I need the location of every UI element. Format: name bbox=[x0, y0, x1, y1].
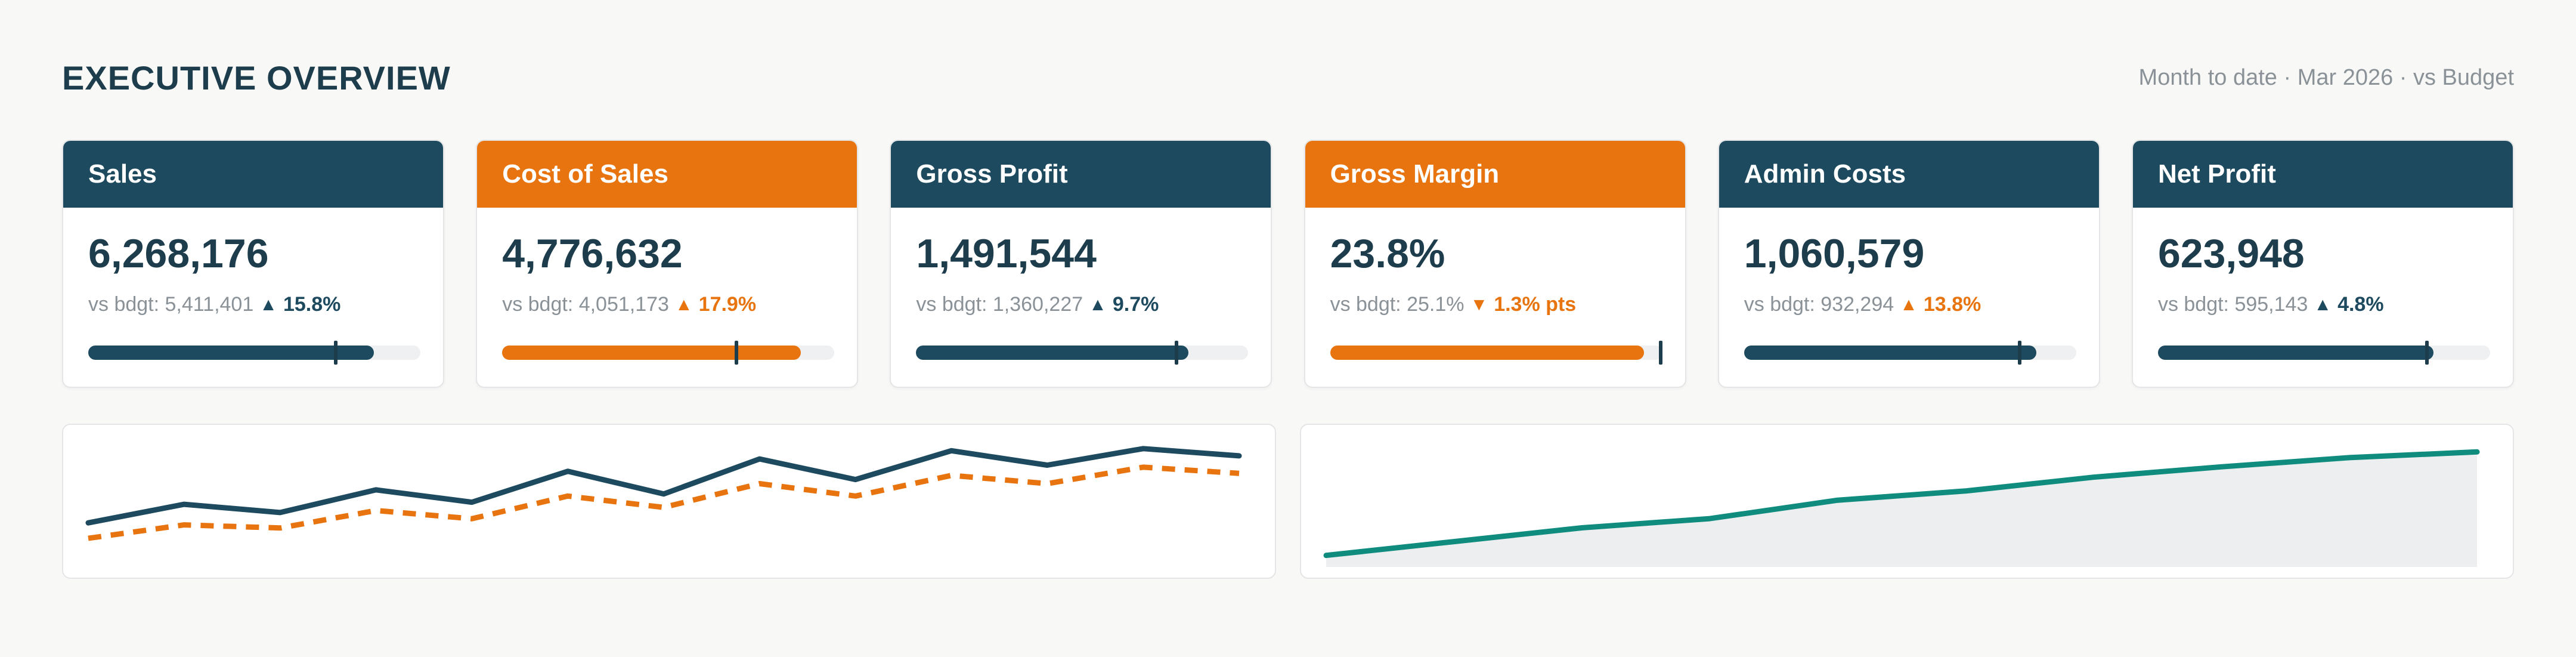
variance-badge: ▲ 4.8% bbox=[2314, 293, 2383, 316]
variance-value: 17.9% bbox=[698, 293, 757, 316]
kpi-card-sales[interactable]: Sales 6,268,176 vs bdgt: 5,411,401 ▲ 15.… bbox=[62, 140, 444, 388]
triangle-up-icon: ▲ bbox=[2314, 294, 2332, 314]
kpi-value: 1,060,579 bbox=[1744, 231, 1925, 276]
progress-track bbox=[88, 341, 420, 365]
budget-text: vs bdgt: 4,051,173 bbox=[502, 293, 669, 316]
budget-text: vs bdgt: 25.1% bbox=[1330, 293, 1465, 316]
kpi-card-net-profit[interactable]: Net Profit 623,948 vs bdgt: 595,143 ▲ 4.… bbox=[2131, 140, 2514, 388]
progress-track bbox=[2157, 341, 2490, 365]
cumulative-chart-panel bbox=[1300, 424, 2514, 579]
budget-text: vs bdgt: 932,294 bbox=[1744, 293, 1894, 316]
variance-value: 1.3% pts bbox=[1494, 293, 1577, 316]
page-title: EXECUTIVE OVERVIEW bbox=[62, 58, 451, 97]
kpi-card-gross-profit[interactable]: Gross Profit 1,491,544 vs bdgt: 1,360,22… bbox=[890, 140, 1272, 388]
kpi-card-title: Net Profit bbox=[2132, 141, 2513, 208]
kpi-value: 23.8% bbox=[1330, 231, 1445, 276]
triangle-down-icon: ▼ bbox=[1470, 294, 1488, 314]
progress-fill bbox=[1744, 346, 2036, 360]
kpi-budget-compare: vs bdgt: 5,411,401 ▲ 15.8% bbox=[88, 293, 340, 316]
progress-track bbox=[1744, 341, 2076, 365]
kpi-card-title: Sales bbox=[63, 141, 443, 208]
kpi-card-title: Gross Profit bbox=[891, 141, 1271, 208]
progress-track bbox=[502, 341, 835, 365]
kpi-card-title: Admin Costs bbox=[1719, 141, 2099, 208]
progress-track bbox=[916, 341, 1249, 365]
kpi-cards: Sales 6,268,176 vs bdgt: 5,411,401 ▲ 15.… bbox=[62, 140, 2514, 389]
cumulative-area-chart bbox=[1323, 449, 2480, 567]
budget-marker bbox=[2017, 341, 2021, 365]
triangle-up-icon: ▲ bbox=[674, 294, 693, 314]
triangle-up-icon: ▲ bbox=[1900, 294, 1918, 314]
kpi-budget-compare: vs bdgt: 595,143 ▲ 4.8% bbox=[2158, 293, 2384, 316]
kpi-card-admin-costs[interactable]: Admin Costs 1,060,579 vs bdgt: 932,294 ▲… bbox=[1717, 140, 2100, 388]
kpi-value: 1,491,544 bbox=[916, 231, 1097, 276]
kpi-value: 6,268,176 bbox=[88, 231, 269, 276]
triangle-up-icon: ▲ bbox=[1089, 294, 1107, 314]
area-fill bbox=[1326, 452, 2477, 567]
progress-fill bbox=[2157, 346, 2433, 360]
period-subtitle: Month to date · Mar 2026 · vs Budget bbox=[2138, 64, 2514, 90]
variance-badge: ▲ 17.9% bbox=[675, 293, 756, 316]
kpi-budget-compare: vs bdgt: 4,051,173 ▲ 17.9% bbox=[502, 293, 756, 316]
kpi-value: 623,948 bbox=[2157, 231, 2305, 276]
kpi-budget-compare: vs bdgt: 1,360,227 ▲ 9.7% bbox=[916, 293, 1159, 316]
progress-fill bbox=[916, 346, 1189, 360]
budget-marker bbox=[2425, 341, 2429, 365]
budget-marker bbox=[334, 341, 338, 365]
triangle-up-icon: ▲ bbox=[259, 294, 277, 314]
series-line-1 bbox=[1323, 449, 2480, 559]
series-line-2 bbox=[88, 464, 1240, 541]
variance-value: 4.8% bbox=[2337, 293, 2384, 316]
kpi-budget-compare: vs bdgt: 25.1% ▼ 1.3% pts bbox=[1330, 293, 1577, 316]
variance-badge: ▲ 13.8% bbox=[1900, 293, 1981, 316]
kpi-card-title: Cost of Sales bbox=[477, 141, 857, 208]
kpi-card-cost-of-sales[interactable]: Cost of Sales 4,776,632 vs bdgt: 4,051,1… bbox=[476, 140, 859, 388]
progress-fill bbox=[502, 346, 801, 360]
trend-chart-panel bbox=[62, 424, 1276, 579]
progress-track bbox=[1330, 341, 1662, 365]
variance-badge: ▲ 9.7% bbox=[1089, 293, 1159, 316]
budget-text: vs bdgt: 1,360,227 bbox=[916, 293, 1083, 316]
progress-fill bbox=[88, 346, 374, 360]
progress-fill bbox=[1330, 346, 1644, 360]
kpi-budget-compare: vs bdgt: 932,294 ▲ 13.8% bbox=[1744, 293, 1981, 316]
budget-marker bbox=[735, 341, 739, 365]
budget-marker bbox=[1658, 341, 1662, 365]
variance-value: 9.7% bbox=[1112, 293, 1159, 316]
budget-text: vs bdgt: 595,143 bbox=[2157, 293, 2308, 316]
budget-text: vs bdgt: 5,411,401 bbox=[88, 293, 254, 316]
kpi-card-gross-margin[interactable]: Gross Margin 23.8% vs bdgt: 25.1% ▼ 1.3%… bbox=[1304, 140, 1686, 388]
series-line-1 bbox=[85, 446, 1242, 526]
kpi-card-title: Gross Margin bbox=[1305, 141, 1685, 208]
variance-badge: ▼ 1.3% pts bbox=[1470, 293, 1576, 316]
variance-value: 13.8% bbox=[1923, 293, 1981, 316]
kpi-value: 4,776,632 bbox=[502, 231, 683, 276]
dashboard-header: EXECUTIVE OVERVIEW Month to date · Mar 2… bbox=[62, 54, 2514, 101]
variance-value: 15.8% bbox=[283, 293, 341, 316]
variance-badge: ▲ 15.8% bbox=[259, 293, 340, 316]
budget-marker bbox=[1175, 341, 1179, 365]
trend-line-chart bbox=[85, 446, 1242, 541]
